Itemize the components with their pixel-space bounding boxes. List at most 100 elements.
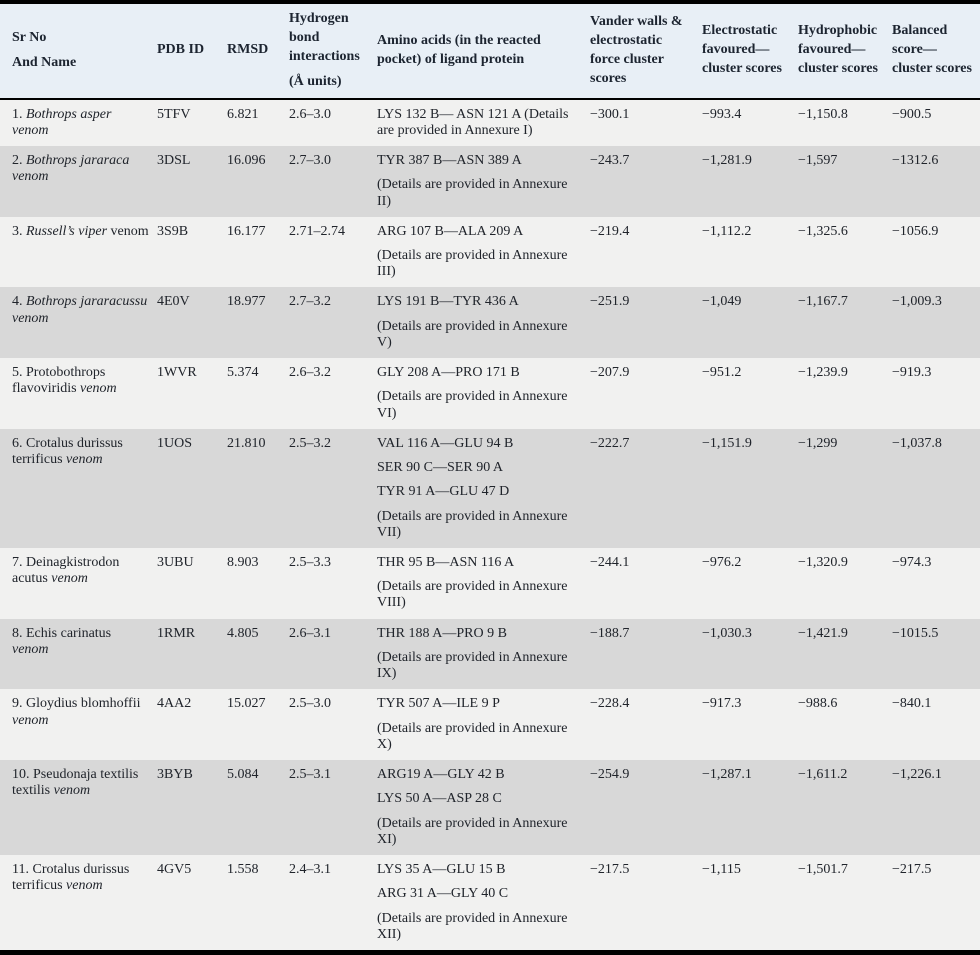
amino-acid-line: (Details are provided in Annexure X) bbox=[377, 720, 568, 752]
cell-rmsd: 8.903 bbox=[227, 555, 259, 571]
cell-balanced-score: −1,226.1 bbox=[892, 767, 942, 783]
header-line: Hydrophobic favoured—cluster scores bbox=[798, 23, 878, 77]
cell-electrostatic-score: −917.3 bbox=[702, 696, 742, 712]
cell-name: 7. Deinagkistrodon acutus venom bbox=[0, 548, 157, 619]
cell-hydrophobic-score: −1,150.8 bbox=[798, 106, 848, 122]
header-line: RMSD bbox=[227, 42, 269, 58]
cell-amino-acids: TYR 387 B—ASN 389 A (Details are provided… bbox=[377, 146, 590, 217]
cell-hydrophobic-score: −1,167.7 bbox=[798, 294, 848, 310]
cell-pdb-id: 1WVR bbox=[157, 365, 197, 381]
cell-vdw-score: −228.4 bbox=[590, 696, 630, 712]
header-line: Vander walls & electrostatic force clust… bbox=[590, 14, 683, 86]
col-header-amino-acids: Amino acids (in the reacted pocket) of l… bbox=[377, 4, 590, 100]
cell-hydrophobic-score: −988.6 bbox=[798, 696, 838, 712]
col-header-sr-no-and-name: Sr No And Name bbox=[0, 4, 157, 100]
cell-amino-acids: THR 188 A—PRO 9 B (Details are provided i… bbox=[377, 619, 590, 690]
header-line: Amino acids (in the reacted pocket) of l… bbox=[377, 32, 541, 67]
cell-name: 9. Gloydius blomhoffii venom bbox=[0, 689, 157, 760]
cell-hydrophobic-score: −1,320.9 bbox=[798, 555, 848, 571]
cell-pdb-id: 4AA2 bbox=[157, 696, 192, 712]
cell-pdb-id: 3DSL bbox=[157, 153, 191, 169]
header-line: And Name bbox=[12, 54, 77, 70]
name-segment: 8. Echis carinatus bbox=[12, 625, 112, 641]
cell-pdb-id: 1RMR bbox=[157, 625, 196, 641]
table-row: 7. Deinagkistrodon acutus venom 3UBU 8.903… bbox=[0, 548, 980, 619]
amino-acid-line: (Details are provided in Annexure XII) bbox=[377, 910, 568, 942]
amino-acid-line: LYS 132 B— ASN 121 A (Details are provid… bbox=[377, 106, 569, 138]
header-line: Hydrogen bond interactions bbox=[289, 11, 360, 64]
cell-hbond: 2.71–2.74 bbox=[289, 223, 345, 239]
cell-hydrophobic-score: −1,299 bbox=[798, 435, 838, 451]
amino-acid-line: (Details are provided in Annexure VI) bbox=[377, 389, 568, 421]
cell-vdw-score: −251.9 bbox=[590, 294, 630, 310]
cell-hbond: 2.4–3.1 bbox=[289, 862, 331, 878]
cell-amino-acids: LYS 35 A—GLU 15 B ARG 31 A—GLY 40 C (Detai… bbox=[377, 855, 590, 950]
cell-hydrophobic-score: −1,325.6 bbox=[798, 223, 848, 239]
cell-hydrophobic-score: −1,421.9 bbox=[798, 625, 848, 641]
cell-amino-acids: THR 95 B—ASN 116 A (Details are provided … bbox=[377, 548, 590, 619]
header-row: Sr No And Name PDB ID RMSD Hydrogen bond… bbox=[0, 4, 980, 100]
cell-amino-acids: ARG 107 B—ALA 209 A (Details are provided… bbox=[377, 217, 590, 288]
table-row: 9. Gloydius blomhoffii venom 4AA2 15.027 2.… bbox=[0, 689, 980, 761]
table-row: 6. Crotalus durissus terrificus venom 1UO… bbox=[0, 428, 980, 549]
cell-electrostatic-score: −976.2 bbox=[702, 555, 742, 571]
cell-rmsd: 4.805 bbox=[227, 625, 259, 641]
cell-hydrophobic-score: −1,501.7 bbox=[798, 862, 848, 878]
cell-balanced-score: −840.1 bbox=[892, 696, 932, 712]
amino-acid-line: VAL 116 A—GLU 94 B bbox=[377, 435, 514, 451]
amino-acid-line: (Details are provided in Annexure IX) bbox=[377, 649, 568, 682]
cell-name: 4. Bothrops jararacussu venom bbox=[0, 287, 157, 358]
cell-electrostatic-score: −1,112.2 bbox=[702, 223, 752, 239]
amino-acid-line: (Details are provided in Annexure II) bbox=[377, 177, 568, 209]
cell-hydrophobic-score: −1,597 bbox=[798, 153, 838, 169]
cell-hbond: 2.5–3.2 bbox=[289, 435, 331, 451]
cell-rmsd: 15.027 bbox=[227, 696, 266, 712]
cell-balanced-score: −217.5 bbox=[892, 862, 932, 878]
cell-hbond: 2.6–3.2 bbox=[289, 365, 331, 381]
cell-hbond: 2.6–3.0 bbox=[289, 106, 331, 122]
cell-vdw-score: −300.1 bbox=[590, 106, 630, 122]
col-header-hydrophobic-score: Hydrophobic favoured—cluster scores bbox=[798, 4, 892, 100]
cell-hbond: 2.6–3.1 bbox=[289, 625, 331, 641]
cell-rmsd: 5.084 bbox=[227, 767, 259, 783]
cell-hbond: 2.5–3.0 bbox=[289, 696, 331, 712]
cell-hbond: 2.5–3.3 bbox=[289, 555, 331, 571]
table-row: 3. Russell’s viper venom 3S9B 16.177 2.71–2… bbox=[0, 216, 980, 288]
header-line: Electrostatic favoured—cluster scores bbox=[702, 23, 782, 77]
cell-rmsd: 18.977 bbox=[227, 294, 266, 310]
name-segment: Bothrops asper venom bbox=[12, 106, 112, 138]
name-segment: 2. bbox=[12, 153, 26, 169]
cell-amino-acids: LYS 132 B— ASN 121 A (Details are provid… bbox=[377, 99, 590, 146]
cell-vdw-score: −243.7 bbox=[590, 153, 630, 169]
name-segment: venom bbox=[12, 641, 49, 657]
col-header-pdb-id: PDB ID bbox=[157, 4, 227, 100]
header-line: Sr No bbox=[12, 29, 47, 45]
cell-name: 6. Crotalus durissus terrificus venom bbox=[0, 429, 157, 548]
amino-acid-line: TYR 507 A—ILE 9 P bbox=[377, 696, 500, 712]
cell-electrostatic-score: −1,281.9 bbox=[702, 153, 752, 169]
amino-acid-line: GLY 208 A—PRO 171 B bbox=[377, 365, 520, 381]
cell-rmsd: 21.810 bbox=[227, 435, 266, 451]
cell-hbond: 2.5–3.1 bbox=[289, 767, 331, 783]
col-header-balanced-score: Balanced score—cluster scores bbox=[892, 4, 980, 100]
cell-pdb-id: 3S9B bbox=[157, 223, 189, 239]
cell-balanced-score: −1056.9 bbox=[892, 223, 939, 239]
table-row: 5. Protobothrops flavoviridis venom 1WVR 5… bbox=[0, 358, 980, 429]
cell-electrostatic-score: −1,049 bbox=[702, 294, 742, 310]
table-row: 1. Bothrops asper venom 5TFV 6.821 2.6–3.0 L… bbox=[0, 98, 980, 147]
name-segment: 6. Crotalus durissus terrificus bbox=[12, 435, 123, 468]
table-row: 2. Bothrops jararaca venom 3DSL 16.096 2.7–… bbox=[0, 146, 980, 217]
amino-acid-line: (Details are provided in Annexure VII) bbox=[377, 508, 568, 540]
amino-acid-line: THR 95 B—ASN 116 A bbox=[377, 555, 515, 571]
name-segment: venom bbox=[66, 878, 103, 894]
table-row: 8. Echis carinatus venom 1RMR 4.805 2.6–3.1… bbox=[0, 618, 980, 690]
cell-hydrophobic-score: −1,239.9 bbox=[798, 365, 848, 381]
cell-electrostatic-score: −951.2 bbox=[702, 365, 742, 381]
cell-balanced-score: −1015.5 bbox=[892, 625, 939, 641]
amino-acid-line: LYS 35 A—GLU 15 B bbox=[377, 862, 506, 878]
name-segment: Russell’s viper bbox=[26, 223, 108, 239]
amino-acid-line: LYS 50 A—ASP 28 C bbox=[377, 791, 502, 807]
name-segment: Bothrops jararaca venom bbox=[12, 153, 130, 185]
name-segment: 3. bbox=[12, 223, 26, 239]
